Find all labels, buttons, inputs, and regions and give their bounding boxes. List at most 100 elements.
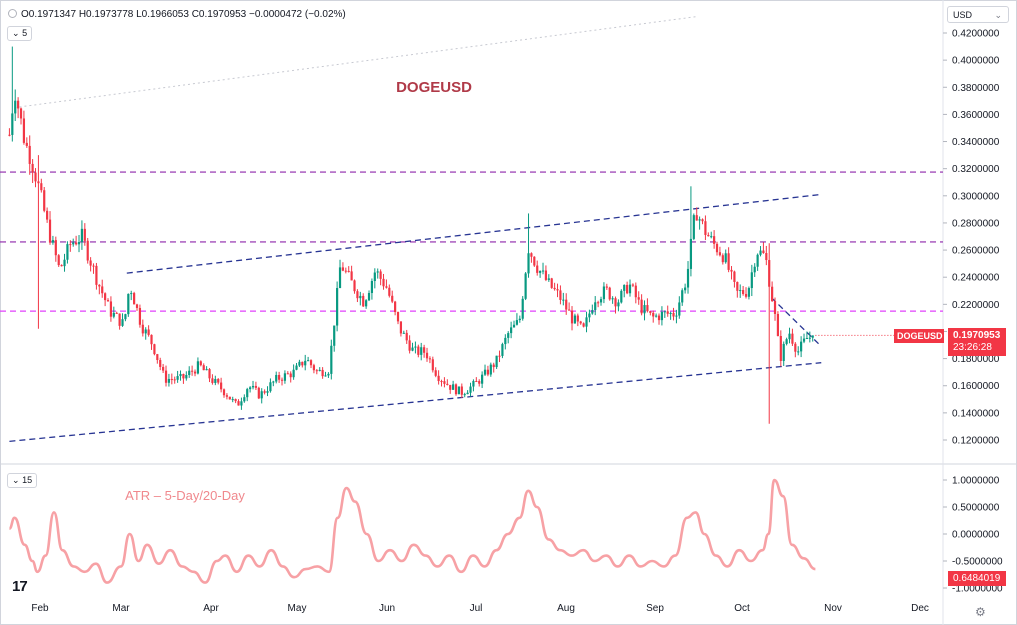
candle-body bbox=[214, 379, 217, 383]
candle-body bbox=[797, 351, 800, 353]
candle-body bbox=[570, 310, 574, 324]
candle-body bbox=[405, 332, 408, 341]
price-pane-collapse-button[interactable]: ⌄ 5 bbox=[7, 26, 33, 41]
candle-body bbox=[588, 313, 591, 318]
candle-body bbox=[228, 396, 231, 400]
candle-body bbox=[666, 311, 669, 314]
trend-line bbox=[14, 16, 696, 109]
candle-body bbox=[83, 228, 86, 241]
candle-body bbox=[620, 290, 623, 303]
candle-body bbox=[472, 380, 475, 387]
visibility-dot-icon[interactable] bbox=[8, 9, 17, 18]
candle-body bbox=[260, 391, 263, 399]
candle-body bbox=[359, 295, 362, 299]
currency-select[interactable]: USD ⌄ bbox=[947, 6, 1009, 23]
candle-body bbox=[95, 265, 98, 285]
atr-tick-label: -1.0000000 bbox=[952, 584, 1003, 595]
candle-body bbox=[637, 297, 640, 300]
candle-body bbox=[768, 260, 771, 287]
candle-body bbox=[391, 295, 394, 302]
atr-axis: 1.0000000 0.5000000 0.0000000 -0.5000000 -1.… bbox=[943, 476, 1003, 595]
tradingview-logo-icon: 17 bbox=[12, 578, 28, 595]
candle-body bbox=[196, 361, 200, 374]
candle-body bbox=[394, 301, 397, 313]
candle-body bbox=[173, 379, 176, 381]
candle-body bbox=[721, 255, 724, 263]
time-tick-label: May bbox=[288, 603, 307, 614]
candle-body bbox=[536, 265, 539, 273]
candle-body bbox=[788, 333, 791, 340]
price-tick-label: 0.1800000 bbox=[952, 354, 1000, 365]
candle-body bbox=[756, 254, 759, 267]
candle-body bbox=[614, 298, 617, 307]
candle-body bbox=[388, 287, 391, 296]
price-tick-label: 0.3600000 bbox=[952, 110, 1000, 121]
candle-body bbox=[594, 302, 597, 311]
candle-body bbox=[704, 221, 707, 235]
atr-series-line bbox=[8, 478, 816, 584]
atr-pane-collapse-button[interactable]: ⌄ 15 bbox=[7, 473, 38, 488]
candle-body bbox=[275, 374, 278, 382]
candle-body bbox=[744, 293, 748, 297]
price-tick-label: 0.4200000 bbox=[952, 29, 1000, 40]
ohlc-readout: O0.1971347 H0.1973778 L0.1966053 C0.1970… bbox=[8, 9, 346, 20]
candle-body bbox=[655, 315, 658, 317]
candle-body bbox=[121, 319, 124, 326]
candle-body bbox=[309, 360, 313, 366]
candle-body bbox=[510, 327, 513, 334]
time-tick-label: Dec bbox=[911, 603, 929, 614]
candle-body bbox=[379, 271, 382, 279]
candle-body bbox=[669, 312, 672, 314]
price-axis: 0.4200000 0.4000000 0.3800000 0.3600000 0.34… bbox=[943, 29, 1000, 447]
candle-body bbox=[295, 365, 298, 370]
candle-body bbox=[550, 278, 553, 288]
candle-body bbox=[167, 378, 171, 383]
candle-body bbox=[104, 293, 107, 301]
candle-body bbox=[350, 271, 353, 281]
candle-body bbox=[478, 381, 481, 384]
gear-icon[interactable]: ⚙ bbox=[975, 605, 986, 619]
candle-body bbox=[501, 344, 504, 356]
last-price-value: 0.1970953 bbox=[953, 330, 1001, 341]
candle-body bbox=[336, 288, 339, 326]
candle-body bbox=[101, 286, 104, 294]
candle-body bbox=[263, 391, 266, 393]
ohlc-values: O0.1971347 H0.1973778 L0.1966053 C0.1970… bbox=[21, 9, 346, 20]
candle-body bbox=[460, 386, 463, 395]
candle-body bbox=[162, 366, 165, 371]
candle-body bbox=[623, 284, 626, 291]
candle-body bbox=[530, 253, 533, 257]
candle-body bbox=[649, 311, 652, 313]
candle-body bbox=[576, 315, 579, 322]
candle-body bbox=[312, 365, 316, 371]
candle-body bbox=[254, 385, 258, 388]
candle-body bbox=[327, 373, 330, 376]
candle-body bbox=[498, 355, 501, 357]
candle-body bbox=[742, 290, 745, 294]
trend-line bbox=[126, 193, 822, 274]
candle-body bbox=[686, 268, 690, 288]
candle-body bbox=[628, 284, 632, 294]
candle-body bbox=[765, 253, 768, 261]
candle-body bbox=[785, 339, 788, 344]
candle-body bbox=[417, 346, 420, 355]
candle-body bbox=[565, 299, 568, 310]
atr-line bbox=[8, 478, 816, 584]
candle-body bbox=[791, 333, 794, 344]
candle-body bbox=[512, 324, 516, 328]
candle-body bbox=[811, 335, 814, 338]
bar-countdown: 23:26:28 bbox=[953, 342, 992, 353]
candle-body bbox=[370, 281, 374, 294]
candle-body bbox=[51, 240, 55, 243]
candle-body bbox=[483, 369, 487, 375]
candle-body bbox=[626, 284, 629, 294]
atr-tick-label: 0.0000000 bbox=[952, 530, 1000, 541]
candle-body bbox=[428, 358, 432, 360]
candle-body bbox=[231, 399, 234, 401]
candle-body bbox=[739, 290, 742, 292]
candle-body bbox=[220, 382, 223, 390]
time-tick-label: Apr bbox=[203, 603, 219, 614]
candle-body bbox=[280, 379, 284, 381]
candle-body bbox=[759, 250, 762, 255]
